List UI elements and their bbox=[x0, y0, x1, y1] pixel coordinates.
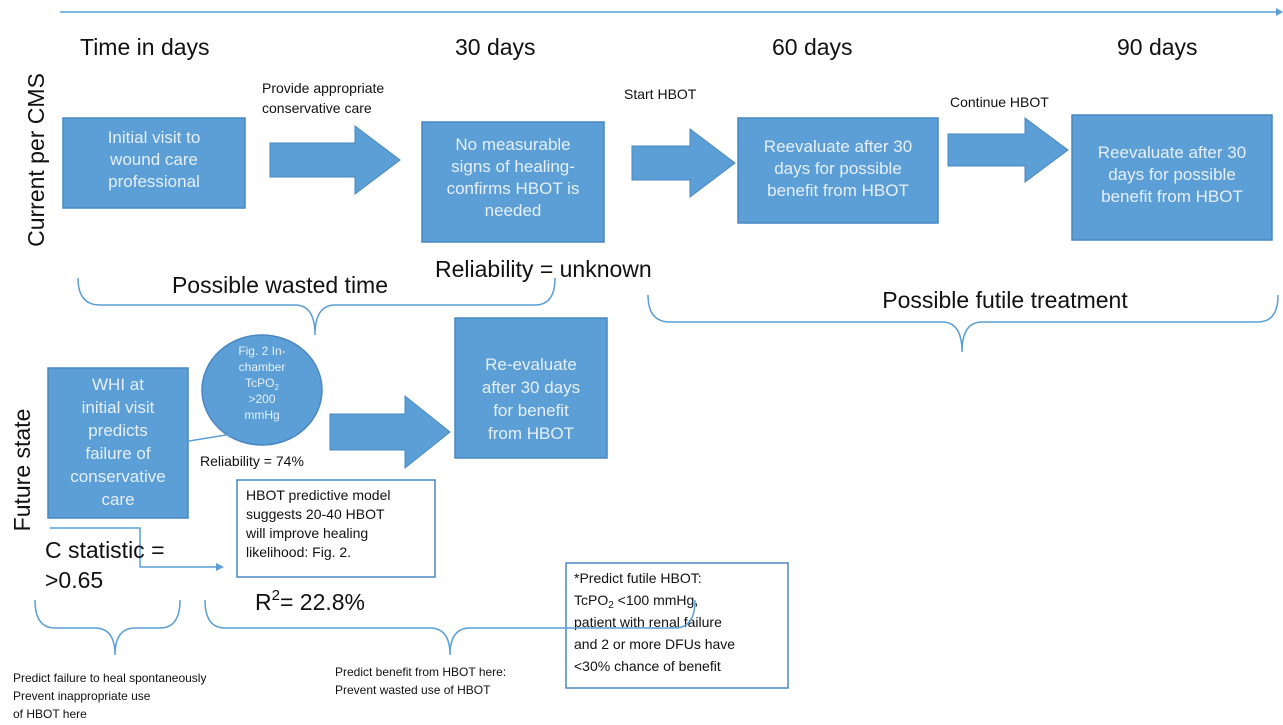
note-box bbox=[236, 479, 436, 578]
note-box bbox=[565, 562, 789, 689]
connector-head bbox=[216, 563, 224, 571]
ellipse-text: Fig. 2 In-chamber TcPO2 >200 mmHg bbox=[238, 344, 285, 422]
brace-label: Possible wasted time bbox=[172, 272, 388, 298]
step-label: Provide appropriate bbox=[262, 80, 384, 96]
brace bbox=[647, 294, 1279, 353]
reliability-label: Reliability = 74% bbox=[200, 453, 304, 469]
process-box bbox=[454, 317, 608, 459]
time-header: 60 days bbox=[772, 34, 853, 60]
process-box bbox=[737, 117, 939, 224]
connector bbox=[50, 527, 218, 568]
timeline-arrowhead bbox=[1276, 8, 1283, 16]
step-label: conservative care bbox=[262, 100, 372, 116]
reliability-label: Reliability = unknown bbox=[435, 256, 652, 282]
process-box bbox=[421, 121, 605, 243]
flow-arrow bbox=[947, 117, 1069, 183]
note: Predict failure to heal spontaneously Pre… bbox=[13, 671, 206, 721]
connector bbox=[188, 433, 233, 442]
flow-arrow bbox=[631, 127, 736, 199]
row-label: Current per CMS bbox=[23, 73, 49, 247]
box-text: Re-evaluate after 30 days for benefit from … bbox=[482, 355, 580, 443]
time-header: 30 days bbox=[455, 34, 536, 60]
box-text: Reevaluate after 30 days for possible bene… bbox=[764, 137, 912, 200]
row-label: Future state bbox=[9, 409, 35, 532]
process-box bbox=[47, 367, 189, 519]
time-header: 90 days bbox=[1117, 34, 1198, 60]
brace bbox=[77, 277, 556, 336]
brace-label: Possible futile treatment bbox=[882, 287, 1128, 313]
note: Predict benefit from HBOT here: Prevent w… bbox=[335, 665, 506, 697]
brace bbox=[34, 599, 181, 656]
process-box bbox=[62, 117, 246, 209]
note-text: *Predict futile HBOT: TcPO2 <100 mmHg, pat… bbox=[574, 570, 735, 674]
process-box bbox=[1071, 114, 1273, 241]
ellipse bbox=[201, 334, 323, 446]
box-text: No measurable signs of healing-confirms H… bbox=[447, 135, 580, 220]
time-header: Time in days bbox=[80, 34, 210, 60]
flow-arrow bbox=[269, 124, 401, 196]
box-text: Reevaluate after 30 days for possible bene… bbox=[1098, 143, 1246, 206]
step-label: Continue HBOT bbox=[950, 94, 1049, 110]
statistic: >0.65 bbox=[45, 567, 103, 593]
statistic: C statistic = bbox=[45, 537, 165, 563]
connector-head bbox=[228, 430, 236, 438]
brace bbox=[204, 599, 696, 656]
statistic: R2= 22.8% bbox=[255, 587, 365, 615]
note-text: HBOT predictive model suggests 20-40 HBOT… bbox=[245, 487, 390, 560]
flow-arrow bbox=[329, 394, 451, 470]
step-label: Start HBOT bbox=[624, 86, 697, 102]
box-text: Initial visit to wound care professional bbox=[108, 128, 201, 191]
box-text: WHI at initial visit predicts failure of con… bbox=[70, 375, 165, 509]
